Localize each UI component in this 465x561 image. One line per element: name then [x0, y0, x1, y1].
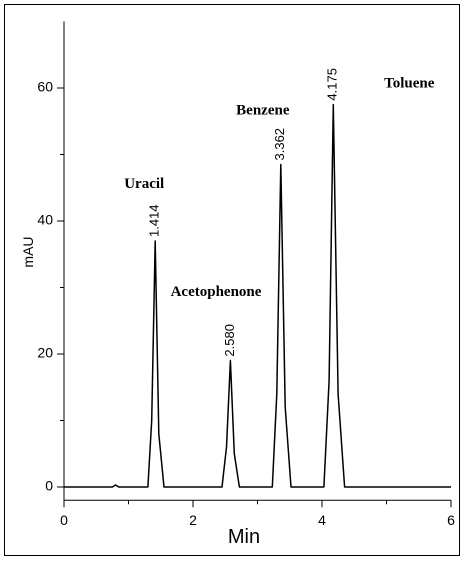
y-tick-label: 0 — [45, 478, 53, 494]
peak-label: 2.580 — [222, 324, 237, 357]
y-tick-label: 60 — [37, 79, 53, 95]
y-tick-label: 20 — [37, 345, 53, 361]
peak-label: 4.175 — [325, 68, 340, 101]
trace — [64, 103, 451, 488]
y-axis-label: mAU — [20, 236, 36, 267]
compound-name: Uracil — [124, 176, 164, 192]
x-tick-label: 4 — [318, 512, 326, 528]
compound-name: Benzene — [236, 102, 290, 118]
peak-label: 3.362 — [272, 128, 287, 161]
x-tick-label: 2 — [189, 512, 197, 528]
compound-name: Toluene — [384, 76, 435, 92]
x-axis-label: Min — [228, 526, 260, 548]
x-tick-label: 0 — [60, 512, 68, 528]
peak-label: 1.414 — [147, 204, 162, 237]
compound-name: Acetophenone — [171, 284, 262, 300]
x-tick-label: 6 — [447, 512, 455, 528]
y-tick-label: 40 — [37, 212, 53, 228]
frame — [4, 4, 460, 556]
